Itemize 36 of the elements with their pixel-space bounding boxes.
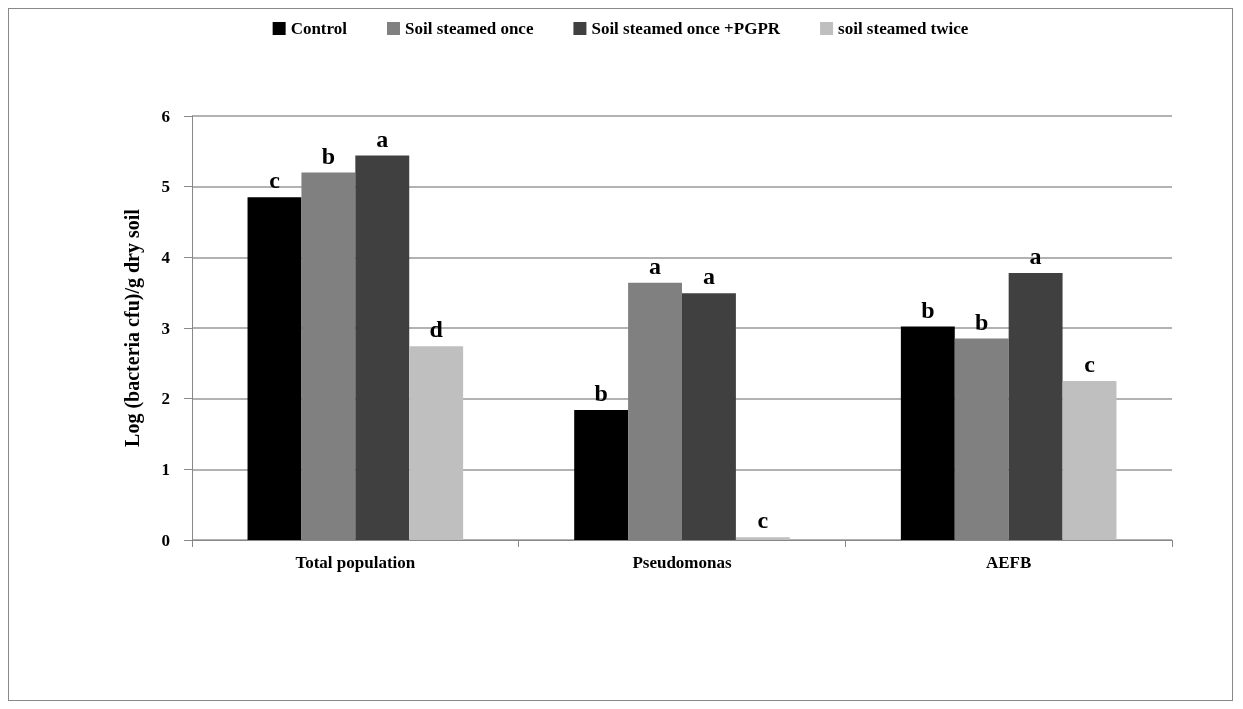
data-label: a bbox=[649, 252, 662, 279]
legend-label: Control bbox=[290, 19, 348, 38]
data-label: a bbox=[1029, 242, 1042, 269]
data-label: b bbox=[975, 308, 989, 335]
bar bbox=[355, 155, 410, 540]
x-tick-label: AEFB bbox=[985, 553, 1032, 572]
y-tick-label: 6 bbox=[161, 106, 170, 126]
y-axis-title: Log (bacteria cfu)/g dry soil bbox=[121, 208, 144, 447]
y-tick-label: 0 bbox=[161, 530, 170, 550]
data-label: a bbox=[376, 125, 389, 152]
bar bbox=[574, 409, 629, 540]
x-tick-label: Total population bbox=[295, 553, 416, 572]
data-label: c bbox=[1084, 351, 1096, 377]
data-label: c bbox=[757, 507, 769, 534]
bar bbox=[247, 197, 302, 540]
data-label: b bbox=[321, 142, 336, 169]
y-tick-label: 2 bbox=[161, 389, 170, 409]
bar bbox=[1062, 381, 1117, 540]
legend-label: Soil steamed once +PGPR bbox=[591, 19, 781, 38]
bar bbox=[682, 293, 736, 540]
y-tick-label: 5 bbox=[161, 177, 170, 197]
bar bbox=[900, 326, 955, 540]
legend-label: Soil steamed once bbox=[405, 19, 534, 38]
bar bbox=[1008, 272, 1063, 540]
bar bbox=[409, 346, 464, 540]
y-tick-label: 4 bbox=[161, 247, 171, 267]
data-label: b bbox=[921, 296, 935, 323]
legend-label: soil steamed twice bbox=[838, 19, 969, 38]
y-tick-label: 1 bbox=[161, 459, 170, 479]
data-label: a bbox=[702, 263, 715, 290]
data-label: b bbox=[594, 379, 608, 406]
y-tick-label: 3 bbox=[161, 318, 170, 338]
data-label: c bbox=[269, 167, 281, 194]
data-label: d bbox=[429, 316, 444, 343]
bar bbox=[735, 537, 790, 540]
x-tick-label: Pseudomonas bbox=[632, 553, 732, 572]
